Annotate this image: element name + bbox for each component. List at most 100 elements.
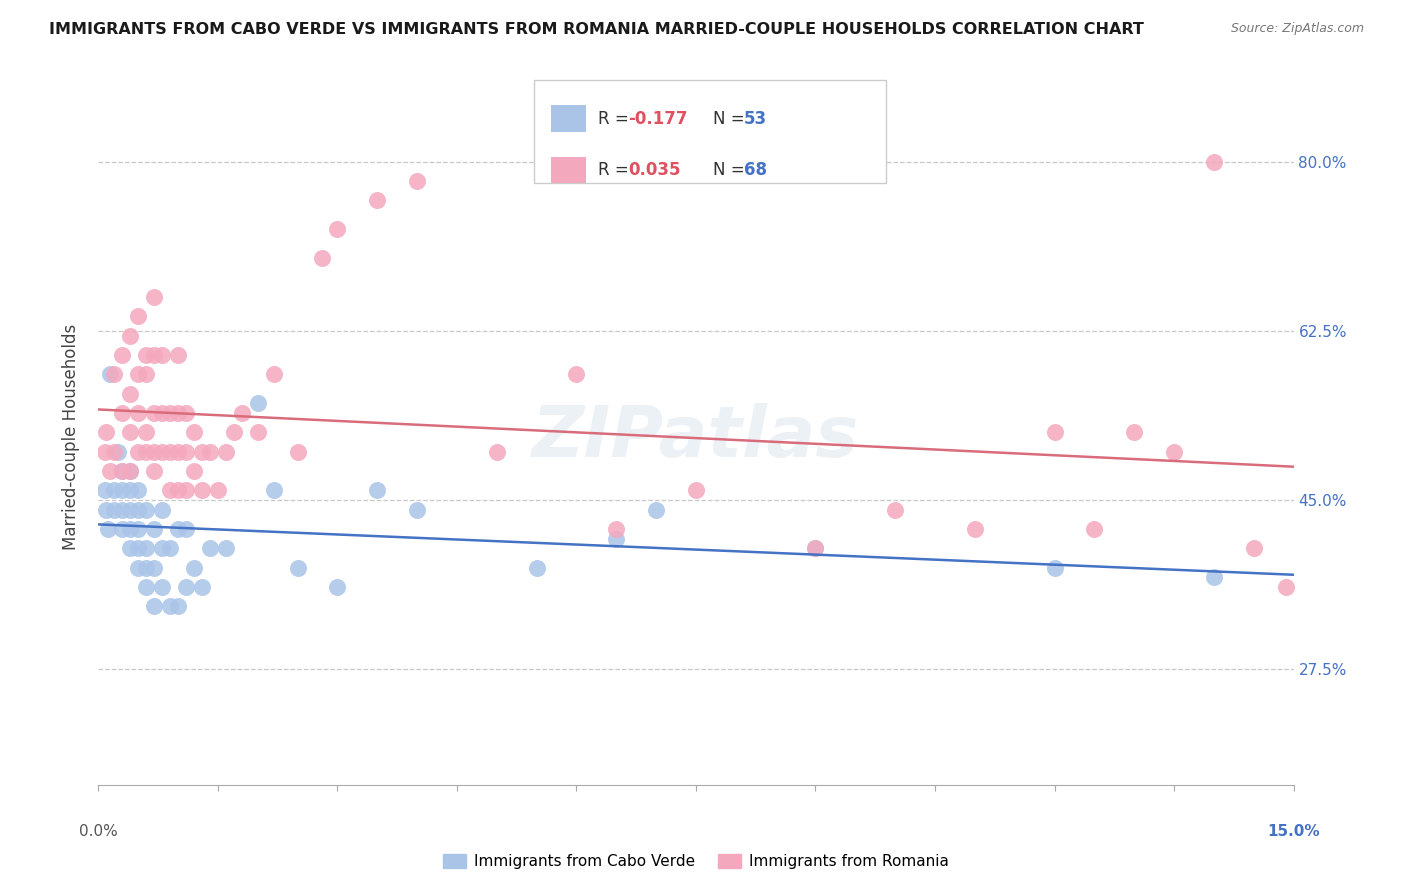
Point [127,483,149,498]
Point [645,502,668,516]
Point [150,502,173,516]
Point [215,444,238,458]
Point [406,174,429,188]
Point [198,541,221,556]
Point [1202,570,1225,584]
Point [111,522,134,536]
Point [127,406,149,420]
Point [159,406,181,420]
Point [143,406,166,420]
Point [884,502,907,516]
Point [183,560,205,574]
Point [135,348,157,362]
Text: N =: N = [713,161,749,179]
Point [183,425,205,440]
Point [120,328,142,343]
Point [159,541,181,556]
Point [94,483,117,498]
Point [1123,425,1146,440]
Point [685,483,707,498]
Point [150,580,173,594]
Point [111,483,134,498]
Point [135,502,157,516]
Point [191,580,214,594]
Point [159,599,181,614]
Point [135,368,157,382]
Point [207,483,229,498]
Point [174,444,197,458]
Point [167,348,190,362]
Point [127,560,149,574]
Point [120,386,142,401]
Point [107,444,129,458]
Point [103,444,125,458]
Point [94,444,117,458]
Point [143,522,166,536]
Point [150,444,173,458]
Point [605,522,627,536]
Point [406,502,429,516]
Point [120,502,142,516]
Point [135,541,157,556]
Point [150,541,173,556]
Point [174,483,197,498]
Text: ZIPatlas: ZIPatlas [533,402,859,472]
Point [1043,560,1066,574]
Point [98,464,122,478]
Point [191,483,214,498]
Point [135,560,157,574]
Point [150,348,173,362]
Point [565,368,588,382]
Point [127,541,149,556]
Point [174,580,197,594]
Text: 0.0%: 0.0% [79,824,118,838]
Point [143,290,166,304]
Point [174,522,197,536]
Point [143,444,166,458]
Point [167,522,190,536]
Point [120,464,142,478]
Point [96,425,118,440]
Point [326,222,349,236]
Point [103,483,125,498]
Point [287,444,309,458]
Point [120,464,142,478]
Text: 15.0%: 15.0% [1267,824,1320,838]
Point [804,541,827,556]
Point [127,444,149,458]
Point [167,406,190,420]
Point [485,444,508,458]
Point [97,522,120,536]
Point [103,502,125,516]
Point [326,580,349,594]
Point [103,368,125,382]
Point [198,444,221,458]
Point [120,541,142,556]
Point [167,483,190,498]
Point [111,348,134,362]
Point [263,483,285,498]
Text: 68: 68 [744,161,766,179]
Point [120,425,142,440]
Point [1243,541,1265,556]
Text: R =: R = [598,110,634,128]
Text: N =: N = [713,110,749,128]
Point [127,368,149,382]
Point [311,252,333,266]
Point [120,483,142,498]
Point [143,560,166,574]
Point [135,580,157,594]
Point [159,483,181,498]
Point [174,406,197,420]
Point [127,502,149,516]
Point [98,368,122,382]
Point [246,396,269,410]
Point [143,464,166,478]
Legend: Immigrants from Cabo Verde, Immigrants from Romania: Immigrants from Cabo Verde, Immigrants f… [437,848,955,875]
Point [96,502,118,516]
Point [111,502,134,516]
Point [167,599,190,614]
Point [366,194,388,208]
Point [215,541,238,556]
Point [231,406,253,420]
